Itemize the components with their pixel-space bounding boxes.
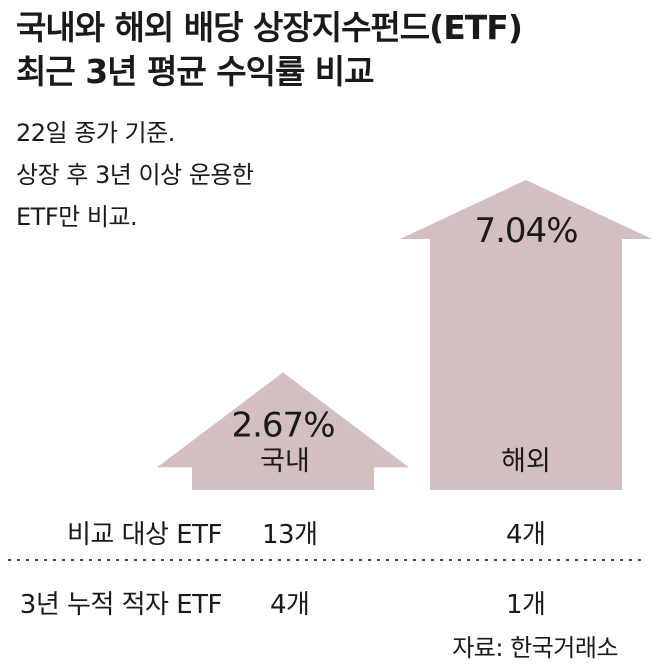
chart-note-line-1: 22일 종가 기준. <box>16 119 175 147</box>
row-value-domestic-compare-count: 13개 <box>262 520 318 550</box>
chart-note-line-2: 상장 후 3년 이상 운용한 <box>16 161 254 189</box>
bar-domestic <box>157 372 409 490</box>
chart-title: 국내와 해외 배당 상장지수펀드(ETF) 최근 3년 평균 수익률 비교 <box>16 6 523 94</box>
category-label-overseas: 해외 <box>501 446 551 477</box>
value-label-overseas: 7.04% <box>474 211 577 251</box>
chart-title-line-2: 최근 3년 평균 수익률 비교 <box>16 52 375 91</box>
row-value-overseas-loss-count: 1개 <box>506 590 546 620</box>
row-value-overseas-compare-count: 4개 <box>506 520 546 550</box>
value-label-domestic: 2.67% <box>231 405 334 445</box>
chart-title-line-1: 국내와 해외 배당 상장지수펀드(ETF) <box>16 8 523 47</box>
table-row-compare-count: 비교 대상 ETF 13개 4개 <box>0 514 658 554</box>
bar-overseas <box>400 180 652 490</box>
row-value-domestic-loss-count: 4개 <box>270 590 310 620</box>
chart-note: 22일 종가 기준. 상장 후 3년 이상 운용한 ETF만 비교. <box>16 112 254 238</box>
row-label-compare-count: 비교 대상 ETF <box>67 520 222 550</box>
source-note: 자료: 한국거래소 <box>452 634 618 662</box>
category-label-domestic: 국내 <box>260 446 310 477</box>
row-label-loss-count: 3년 누적 적자 ETF <box>19 590 223 620</box>
table-row-loss-count: 3년 누적 적자 ETF 4개 1개 <box>0 584 658 624</box>
chart-note-line-3: ETF만 비교. <box>16 203 138 231</box>
